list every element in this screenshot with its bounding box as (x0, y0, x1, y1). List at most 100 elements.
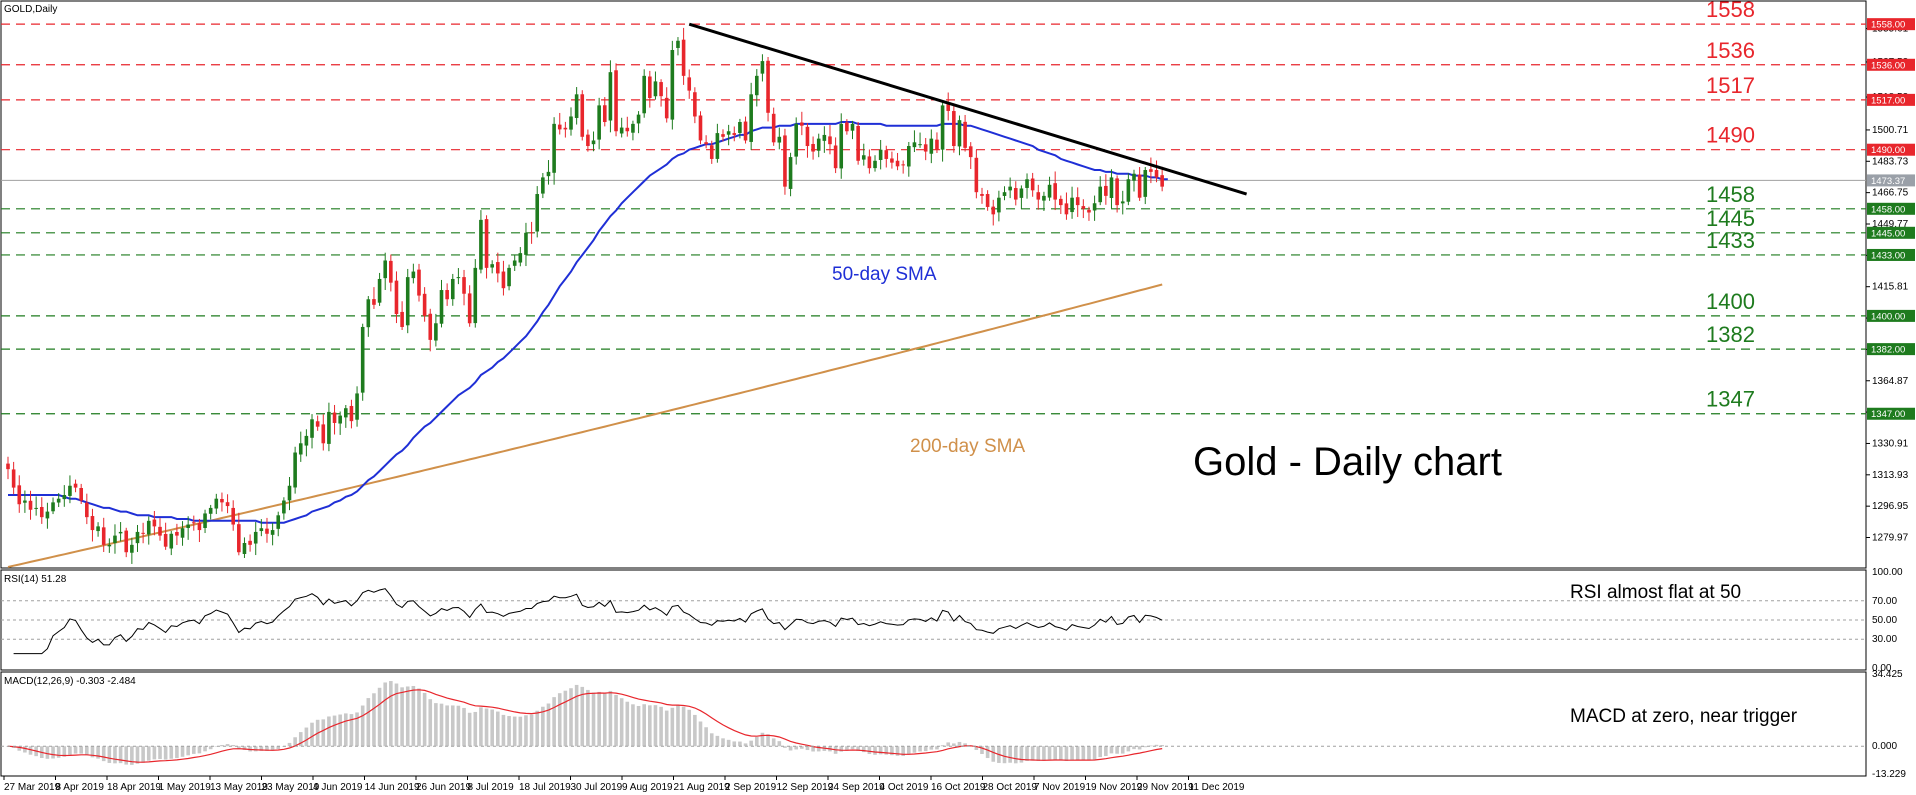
macd-histogram-bar (68, 746, 72, 755)
macd-histogram-bar (141, 746, 145, 763)
macd-histogram-bar (721, 738, 725, 747)
candle (1053, 171, 1057, 211)
candle (411, 263, 416, 284)
candle (1109, 169, 1114, 209)
candle (338, 411, 342, 435)
candle (1064, 192, 1069, 220)
candle (929, 129, 934, 164)
macd-histogram-bar (529, 714, 534, 747)
candle (225, 494, 230, 514)
candle-body (777, 136, 782, 143)
candle-body (360, 326, 365, 393)
candle-body (1053, 183, 1057, 200)
macd-histogram-bar (270, 746, 275, 751)
candle-body (450, 278, 455, 300)
sma50-label: 50-day SMA (832, 264, 937, 285)
candle (546, 160, 551, 185)
candle-body (749, 94, 753, 142)
candle (1115, 175, 1119, 213)
candle (1137, 167, 1142, 201)
candle-body (496, 262, 500, 274)
macd-histogram-bar (428, 699, 433, 747)
macd-histogram-bar (738, 741, 742, 747)
macd-histogram-layer (6, 681, 1164, 765)
candle (574, 87, 579, 125)
level-label-1382: 1382 (1706, 322, 1755, 347)
candle (158, 518, 162, 541)
candle-body (614, 70, 618, 132)
macd-histogram-bar (709, 733, 714, 747)
candle-body (366, 299, 371, 328)
macd-histogram-bar (73, 746, 78, 754)
price-panel-border (0, 0, 1867, 569)
level-label-1490: 1490 (1706, 123, 1755, 148)
candle-body (377, 278, 382, 303)
candle (417, 263, 421, 302)
candle (17, 475, 22, 513)
candle-body (1075, 197, 1080, 206)
candle (197, 518, 202, 543)
price-axis: 1555.611537.531518.531500.711483.731466.… (1866, 18, 1915, 544)
macd-histogram-bar (298, 732, 303, 747)
candle (602, 97, 607, 127)
candle (912, 130, 917, 153)
macd-histogram-bar (1104, 746, 1108, 757)
macd-axis-tick-label: 0.000 (1872, 741, 1897, 752)
macd-histogram-bar (648, 705, 652, 747)
macd-histogram-bar (23, 746, 27, 753)
candle-body (1070, 197, 1074, 213)
candle-body (118, 531, 123, 534)
candle-body (1154, 170, 1159, 178)
candle (946, 92, 951, 121)
candle (428, 308, 433, 352)
candle-body (349, 405, 354, 422)
rsi-axis: 100.00 70.00 50.00 30.00 0.00 (1872, 567, 1903, 674)
candle-body (45, 511, 50, 519)
macd-histogram-bar (507, 716, 511, 747)
price-axis-tick-label: 1330.91 (1872, 438, 1909, 449)
candle (439, 279, 444, 328)
candle-body (51, 502, 55, 512)
time-axis-label: 29 Nov 2019 (1137, 782, 1194, 793)
candle-body (985, 194, 990, 207)
candle (940, 102, 945, 162)
candle (68, 475, 72, 504)
macd-histogram-bar (636, 705, 641, 747)
candle-body (631, 123, 635, 133)
candle (1120, 190, 1125, 215)
macd-histogram-bar (101, 746, 106, 762)
candle (974, 150, 979, 199)
candle (473, 259, 478, 328)
candle-body (28, 500, 33, 510)
candle (963, 114, 967, 152)
candle (1126, 173, 1131, 206)
candle (591, 131, 596, 152)
rsi-axis-tick-label: 50.00 (1872, 615, 1897, 626)
candle (248, 534, 252, 552)
candle-body (918, 144, 922, 146)
candle (332, 404, 337, 435)
candle (135, 524, 140, 552)
candle (676, 37, 680, 56)
candle (873, 155, 877, 172)
candle-body (338, 415, 342, 424)
candle (653, 71, 658, 100)
candle (462, 269, 466, 306)
macd-histogram-bar (985, 746, 990, 759)
candle (659, 79, 663, 107)
candle (828, 124, 832, 155)
price-axis-tick-label: 1466.75 (1872, 188, 1909, 199)
candle-body (901, 164, 905, 166)
candle-body (1059, 198, 1063, 206)
chart-title: GOLD,Daily (4, 4, 57, 15)
candle (344, 405, 348, 428)
macd-histogram-bar (845, 746, 849, 751)
macd-histogram-bar (816, 746, 821, 752)
macd-histogram-bar (873, 746, 877, 755)
rsi-axis-tick-label: 70.00 (1872, 596, 1897, 607)
candle (597, 97, 601, 150)
candle-body (135, 531, 140, 544)
candle-body (344, 408, 348, 418)
candle-body (546, 171, 551, 177)
candle (163, 522, 168, 550)
